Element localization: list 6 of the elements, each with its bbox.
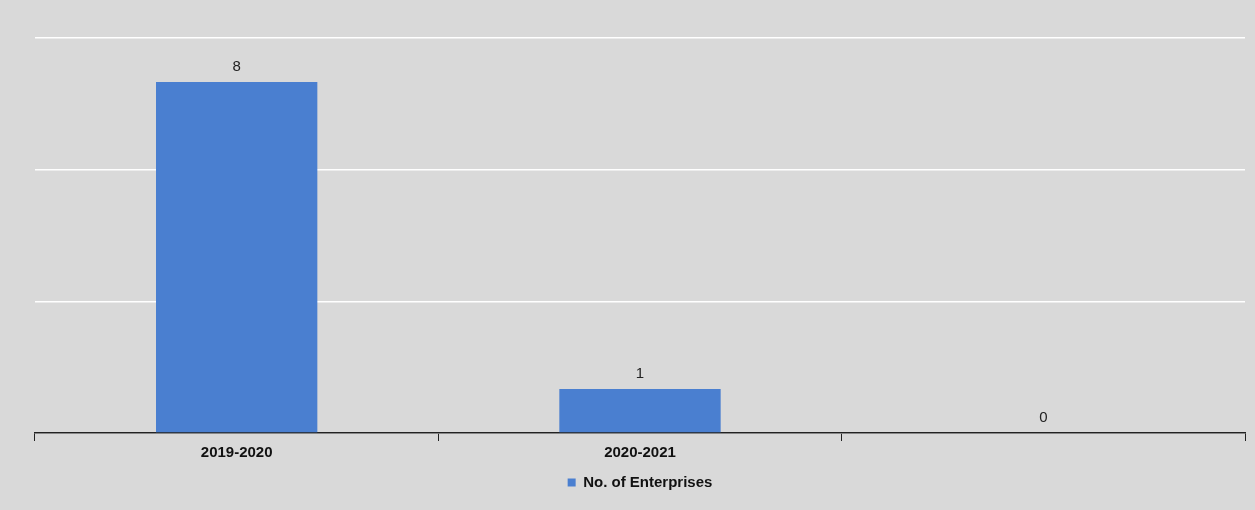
data-label: 0	[1039, 407, 1048, 425]
data-label: 1	[635, 363, 645, 381]
legend-label: No. of Enterprises	[583, 472, 713, 490]
data-label: 8	[232, 56, 241, 74]
x-tick-label: 2020-2021	[604, 443, 676, 461]
x-tick-label: 2019-2020	[200, 443, 273, 461]
